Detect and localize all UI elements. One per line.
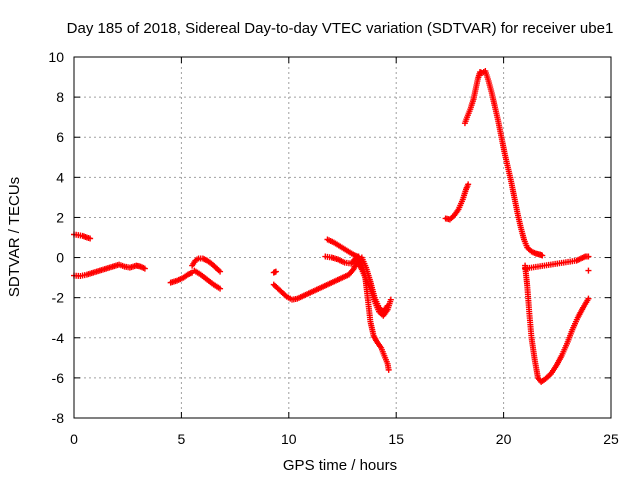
x-tick-label: 5 (178, 431, 186, 447)
x-tick-label: 25 (603, 431, 619, 447)
y-tick-label: 10 (48, 49, 64, 65)
data-point (585, 295, 592, 302)
data-point (282, 292, 289, 299)
x-tick-label: 20 (496, 431, 512, 447)
data-point (385, 366, 392, 373)
y-tick-label: -6 (52, 370, 65, 386)
y-tick-label: 2 (56, 209, 64, 225)
y-tick-label: 0 (56, 250, 64, 266)
data-point (585, 267, 592, 274)
data-point (141, 265, 148, 272)
grid-lines (74, 57, 611, 418)
data-point (465, 181, 472, 188)
data-point (539, 252, 546, 259)
y-axis-label: SDTVAR / TECUs (6, 177, 23, 297)
x-tick-label: 15 (388, 431, 404, 447)
data-points (71, 68, 592, 385)
y-tick-label: 4 (56, 169, 64, 185)
y-tick-label: 6 (56, 129, 64, 145)
data-point (217, 268, 224, 275)
y-tick-label: -8 (52, 410, 65, 426)
data-point (272, 268, 279, 275)
data-point (87, 235, 94, 242)
y-tick-label: 8 (56, 89, 64, 105)
data-point (585, 253, 592, 260)
chart-title: Day 185 of 2018, Sidereal Day-to-day VTE… (67, 20, 614, 37)
axis-ticks: 0 5 10 15 20 25 -8 -6 -4 -2 0 2 4 6 8 10 (48, 49, 619, 447)
x-tick-label: 0 (70, 431, 78, 447)
data-point (217, 285, 224, 292)
x-tick-label: 10 (281, 431, 297, 447)
data-point (387, 296, 394, 303)
y-tick-label: -4 (52, 330, 65, 346)
x-axis-label: GPS time / hours (283, 457, 397, 474)
plot-frame (73, 56, 612, 419)
data-point (384, 302, 391, 309)
y-tick-label: -2 (52, 290, 65, 306)
